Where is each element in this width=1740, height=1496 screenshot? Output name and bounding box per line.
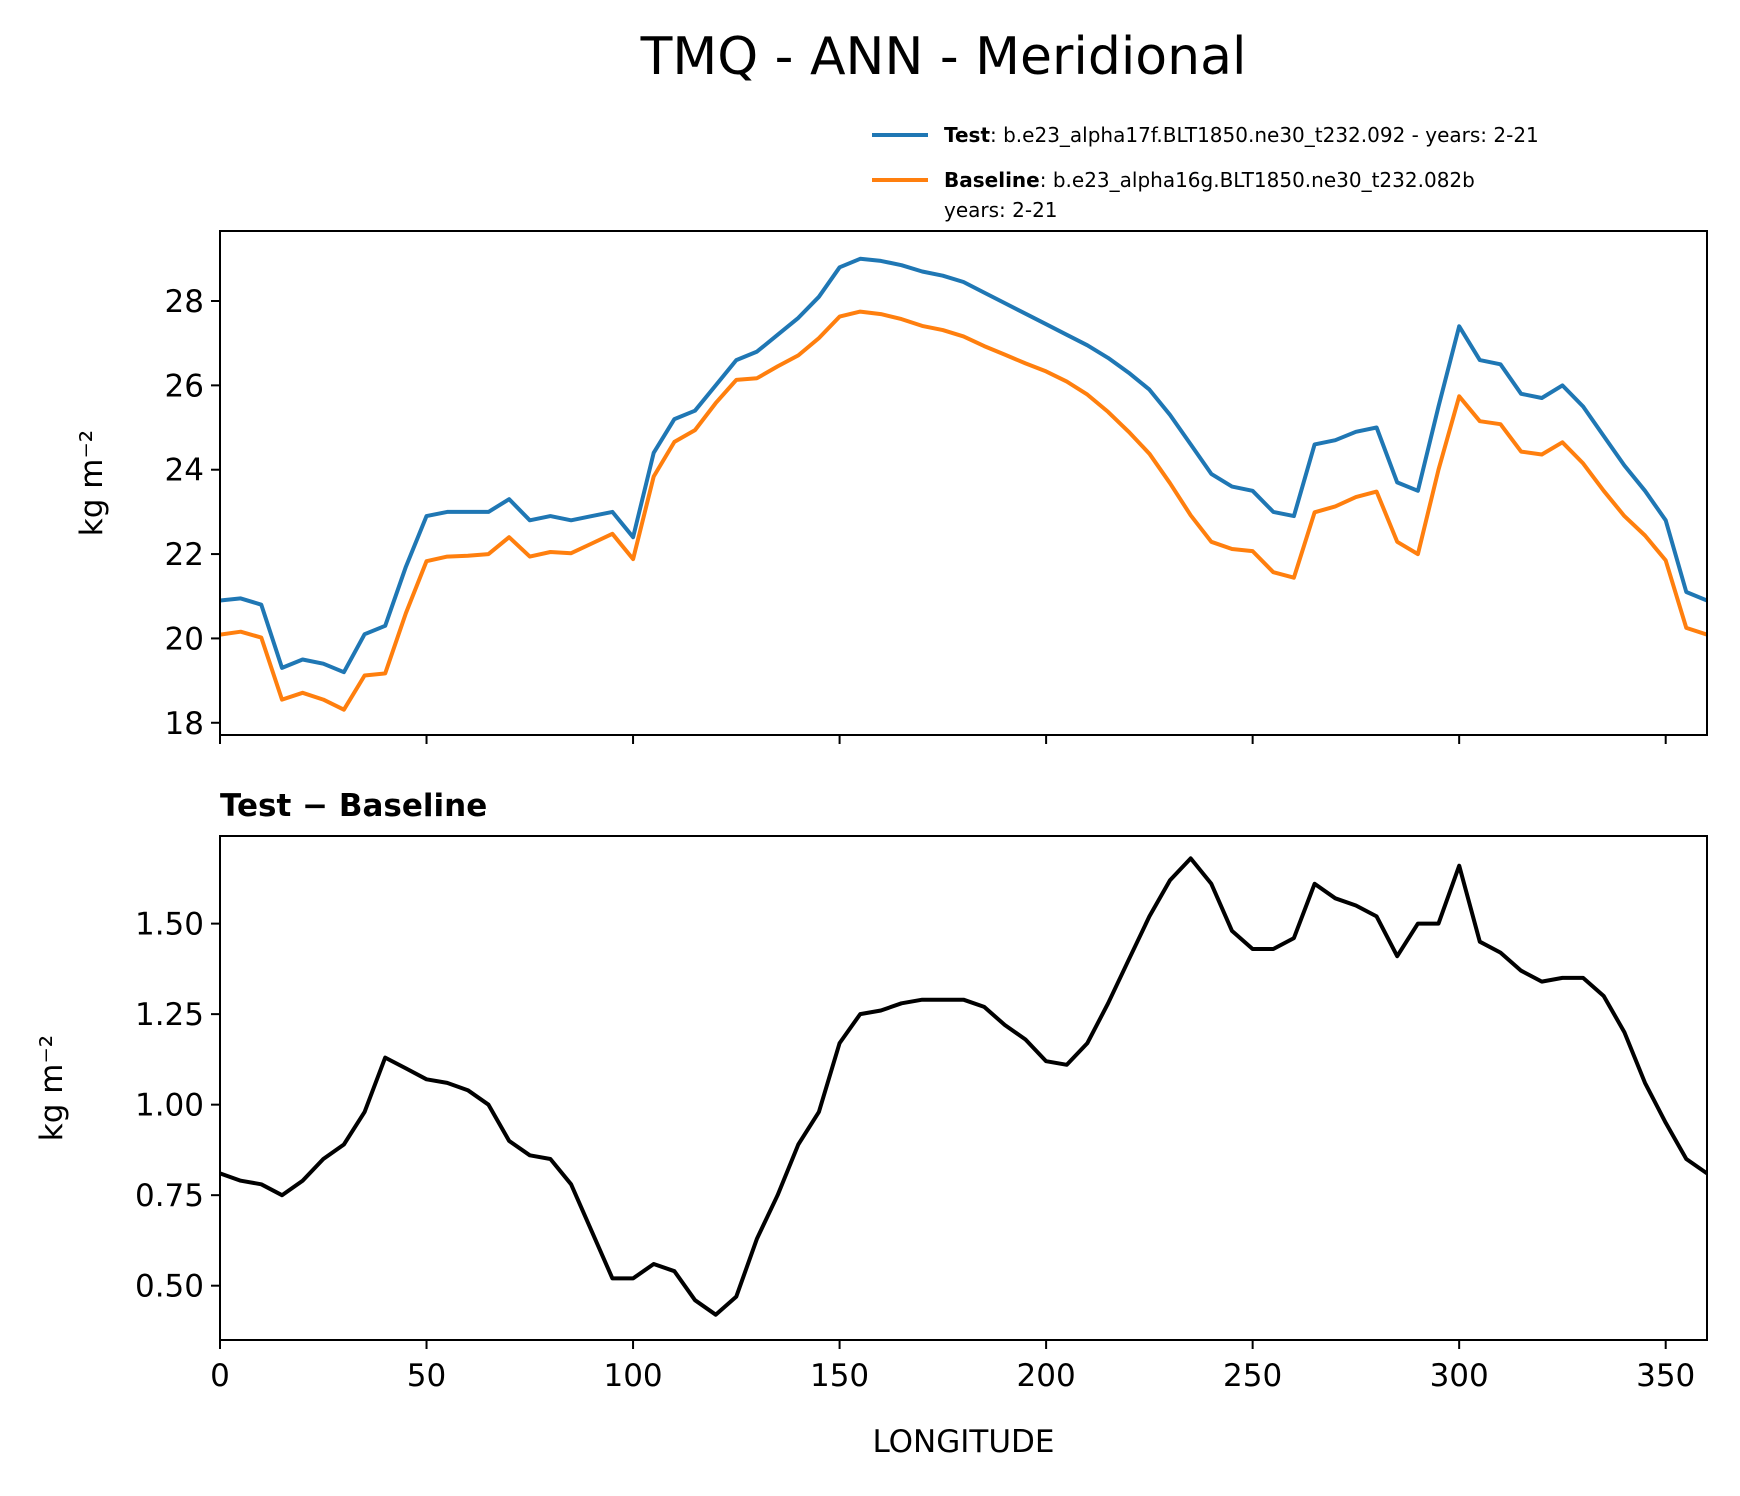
legend-name: Baseline [944,168,1040,192]
x-tick-label: 250 [1223,1358,1282,1394]
x-tick-label: 0 [210,1358,230,1394]
y-tick-label: 26 [165,368,204,404]
data-line [220,256,1707,675]
y-axis-label: kg m⁻² [34,1035,70,1141]
data-line [220,856,1707,1317]
legend-text: : b.e23_alpha17f.BLT1850.ne30_t232.092 -… [990,123,1539,147]
y-tick-label: 1.50 [135,907,204,943]
y-tick-label: 1.00 [135,1088,204,1124]
y-tick-label: 20 [165,621,204,657]
x-axis-label: LONGITUDE [872,1424,1054,1460]
axes-frame [219,230,1708,736]
y-tick-label: 24 [165,453,204,489]
data-line [220,309,1707,712]
y-tick-label: 18 [165,706,204,742]
y-tick-label: 0.75 [135,1178,204,1214]
x-tick-label: 200 [1017,1358,1076,1394]
y-tick-label: 0.50 [135,1269,204,1305]
x-tick-label: 350 [1636,1358,1695,1394]
legend-text: years: 2-21 [944,198,1058,222]
y-axis-label: kg m⁻² [74,430,110,536]
x-tick-label: 150 [810,1358,869,1394]
legend-name: Test [944,123,990,147]
x-tick-label: 100 [603,1358,662,1394]
axes-frame [219,835,1708,1341]
x-tick-label: 50 [407,1358,446,1394]
chart-title: TMQ - ANN - Meridional [640,27,1247,87]
panel-title: Test − Baseline [220,788,487,824]
legend-label: Test: b.e23_alpha17f.BLT1850.ne30_t232.0… [944,123,1539,147]
legend-text: : b.e23_alpha16g.BLT1850.ne30_t232.082b [1040,168,1475,192]
y-tick-label: 22 [165,537,204,573]
y-tick-label: 28 [165,284,204,320]
legend-label: Baseline: b.e23_alpha16g.BLT1850.ne30_t2… [944,168,1475,192]
x-tick-label: 300 [1430,1358,1489,1394]
y-tick-label: 1.25 [135,997,204,1033]
